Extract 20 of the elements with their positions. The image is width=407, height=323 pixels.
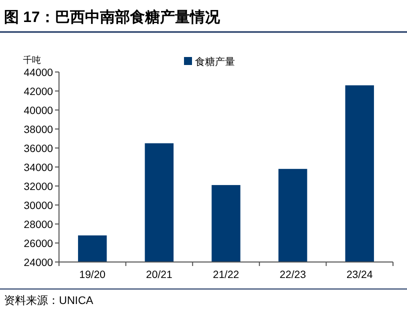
text: 资料来源：UNICA — [4, 294, 94, 307]
y-tick-label: 28000 — [24, 219, 54, 231]
y-tick-label: 30000 — [24, 200, 54, 212]
y-tick-label: 32000 — [24, 181, 54, 193]
y-tick-label: 26000 — [24, 238, 54, 250]
y-tick-label: 44000 — [24, 67, 54, 79]
x-tick-label: 23/24 — [346, 269, 373, 281]
x-tick-label: 21/22 — [212, 269, 240, 281]
x-tick-label: 20/21 — [146, 269, 172, 281]
y-tick-label: 36000 — [24, 143, 54, 155]
legend-label: 食糖产量 — [195, 56, 235, 68]
y-tick-label: 34000 — [24, 162, 54, 174]
y-tick-label: 24000 — [24, 257, 54, 269]
x-tick-label: 19/20 — [79, 269, 106, 281]
x-tick-label: 22/23 — [280, 269, 306, 281]
y-tick-label: 42000 — [24, 86, 54, 98]
y-tick-label: 38000 — [24, 124, 54, 136]
chart-title: 图 17：巴西中南部食糖产量情况 — [4, 8, 221, 26]
y-tick-label: 40000 — [24, 105, 54, 117]
y-axis-title: 千吨 — [23, 55, 41, 65]
